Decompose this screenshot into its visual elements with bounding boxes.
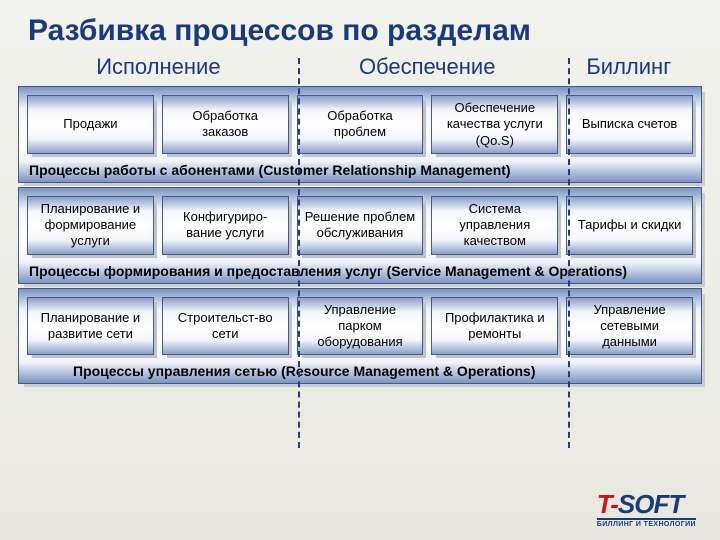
process-box: Управление парком оборудования xyxy=(297,297,424,356)
process-box-label: Решение проблем обслуживания xyxy=(297,196,424,255)
col-header-2: Обеспечение xyxy=(293,54,562,80)
process-box: Выписка счетов xyxy=(566,95,693,154)
logo-soft: SOFT xyxy=(618,489,683,519)
process-box: Конфигуриро-вание услуги xyxy=(162,196,289,255)
process-box-label: Планирование и развитие сети xyxy=(27,297,154,356)
process-box-label: Конфигуриро-вание услуги xyxy=(162,196,289,255)
process-box-label: Строительст-во сети xyxy=(162,297,289,356)
process-box: Обеспечение качества услуги (Qo.S) xyxy=(431,95,558,154)
section-2: Планирование и развитие сетиСтроительст-… xyxy=(18,288,702,385)
section-label: Процессы управления сетью (Resource Mana… xyxy=(19,363,701,379)
logo-main: T-SOFT xyxy=(597,489,696,520)
process-box: Продажи xyxy=(27,95,154,154)
column-headers: Исполнение Обеспечение Биллинг xyxy=(0,54,720,80)
process-box: Обработка заказов xyxy=(162,95,289,154)
process-box-label: Тарифы и скидки xyxy=(566,196,693,255)
divider-1 xyxy=(298,58,300,448)
col-header-1: Исполнение xyxy=(24,54,293,80)
process-box-label: Обработка заказов xyxy=(162,95,289,154)
process-box: Управление сетевыми данными xyxy=(566,297,693,356)
process-box-label: Выписка счетов xyxy=(566,95,693,154)
process-box: Строительст-во сети xyxy=(162,297,289,356)
process-box-label: Продажи xyxy=(27,95,154,154)
section-0: ПродажиОбработка заказовОбработка пробле… xyxy=(18,86,702,183)
process-box: Система управления качеством xyxy=(431,196,558,255)
section-label: Процессы формирования и предоставления у… xyxy=(19,263,701,279)
logo-t: T- xyxy=(597,489,618,519)
process-box-label: Обеспечение качества услуги (Qo.S) xyxy=(431,95,558,154)
process-box-label: Обработка проблем xyxy=(297,95,424,154)
process-box: Решение проблем обслуживания xyxy=(297,196,424,255)
process-box-label: Профилактика и ремонты xyxy=(431,297,558,356)
logo: T-SOFT БИЛЛИНГ И ТЕХНОЛОГИИ xyxy=(597,489,696,528)
process-box-label: Управление сетевыми данными xyxy=(566,297,693,356)
process-box: Планирование и формирование услуги xyxy=(27,196,154,255)
col-header-3: Биллинг xyxy=(562,54,696,80)
process-box-label: Планирование и формирование услуги xyxy=(27,196,154,255)
process-box: Профилактика и ремонты xyxy=(431,297,558,356)
process-box-label: Система управления качеством xyxy=(431,196,558,255)
page-title: Разбивка процессов по разделам xyxy=(0,0,720,54)
process-box: Тарифы и скидки xyxy=(566,196,693,255)
divider-2 xyxy=(568,58,570,448)
process-box-label: Управление парком оборудования xyxy=(297,297,424,356)
section-1: Планирование и формирование услугиКонфиг… xyxy=(18,187,702,284)
section-label: Процессы работы с абонентами (Customer R… xyxy=(19,162,701,178)
process-box: Обработка проблем xyxy=(297,95,424,154)
process-box: Планирование и развитие сети xyxy=(27,297,154,356)
